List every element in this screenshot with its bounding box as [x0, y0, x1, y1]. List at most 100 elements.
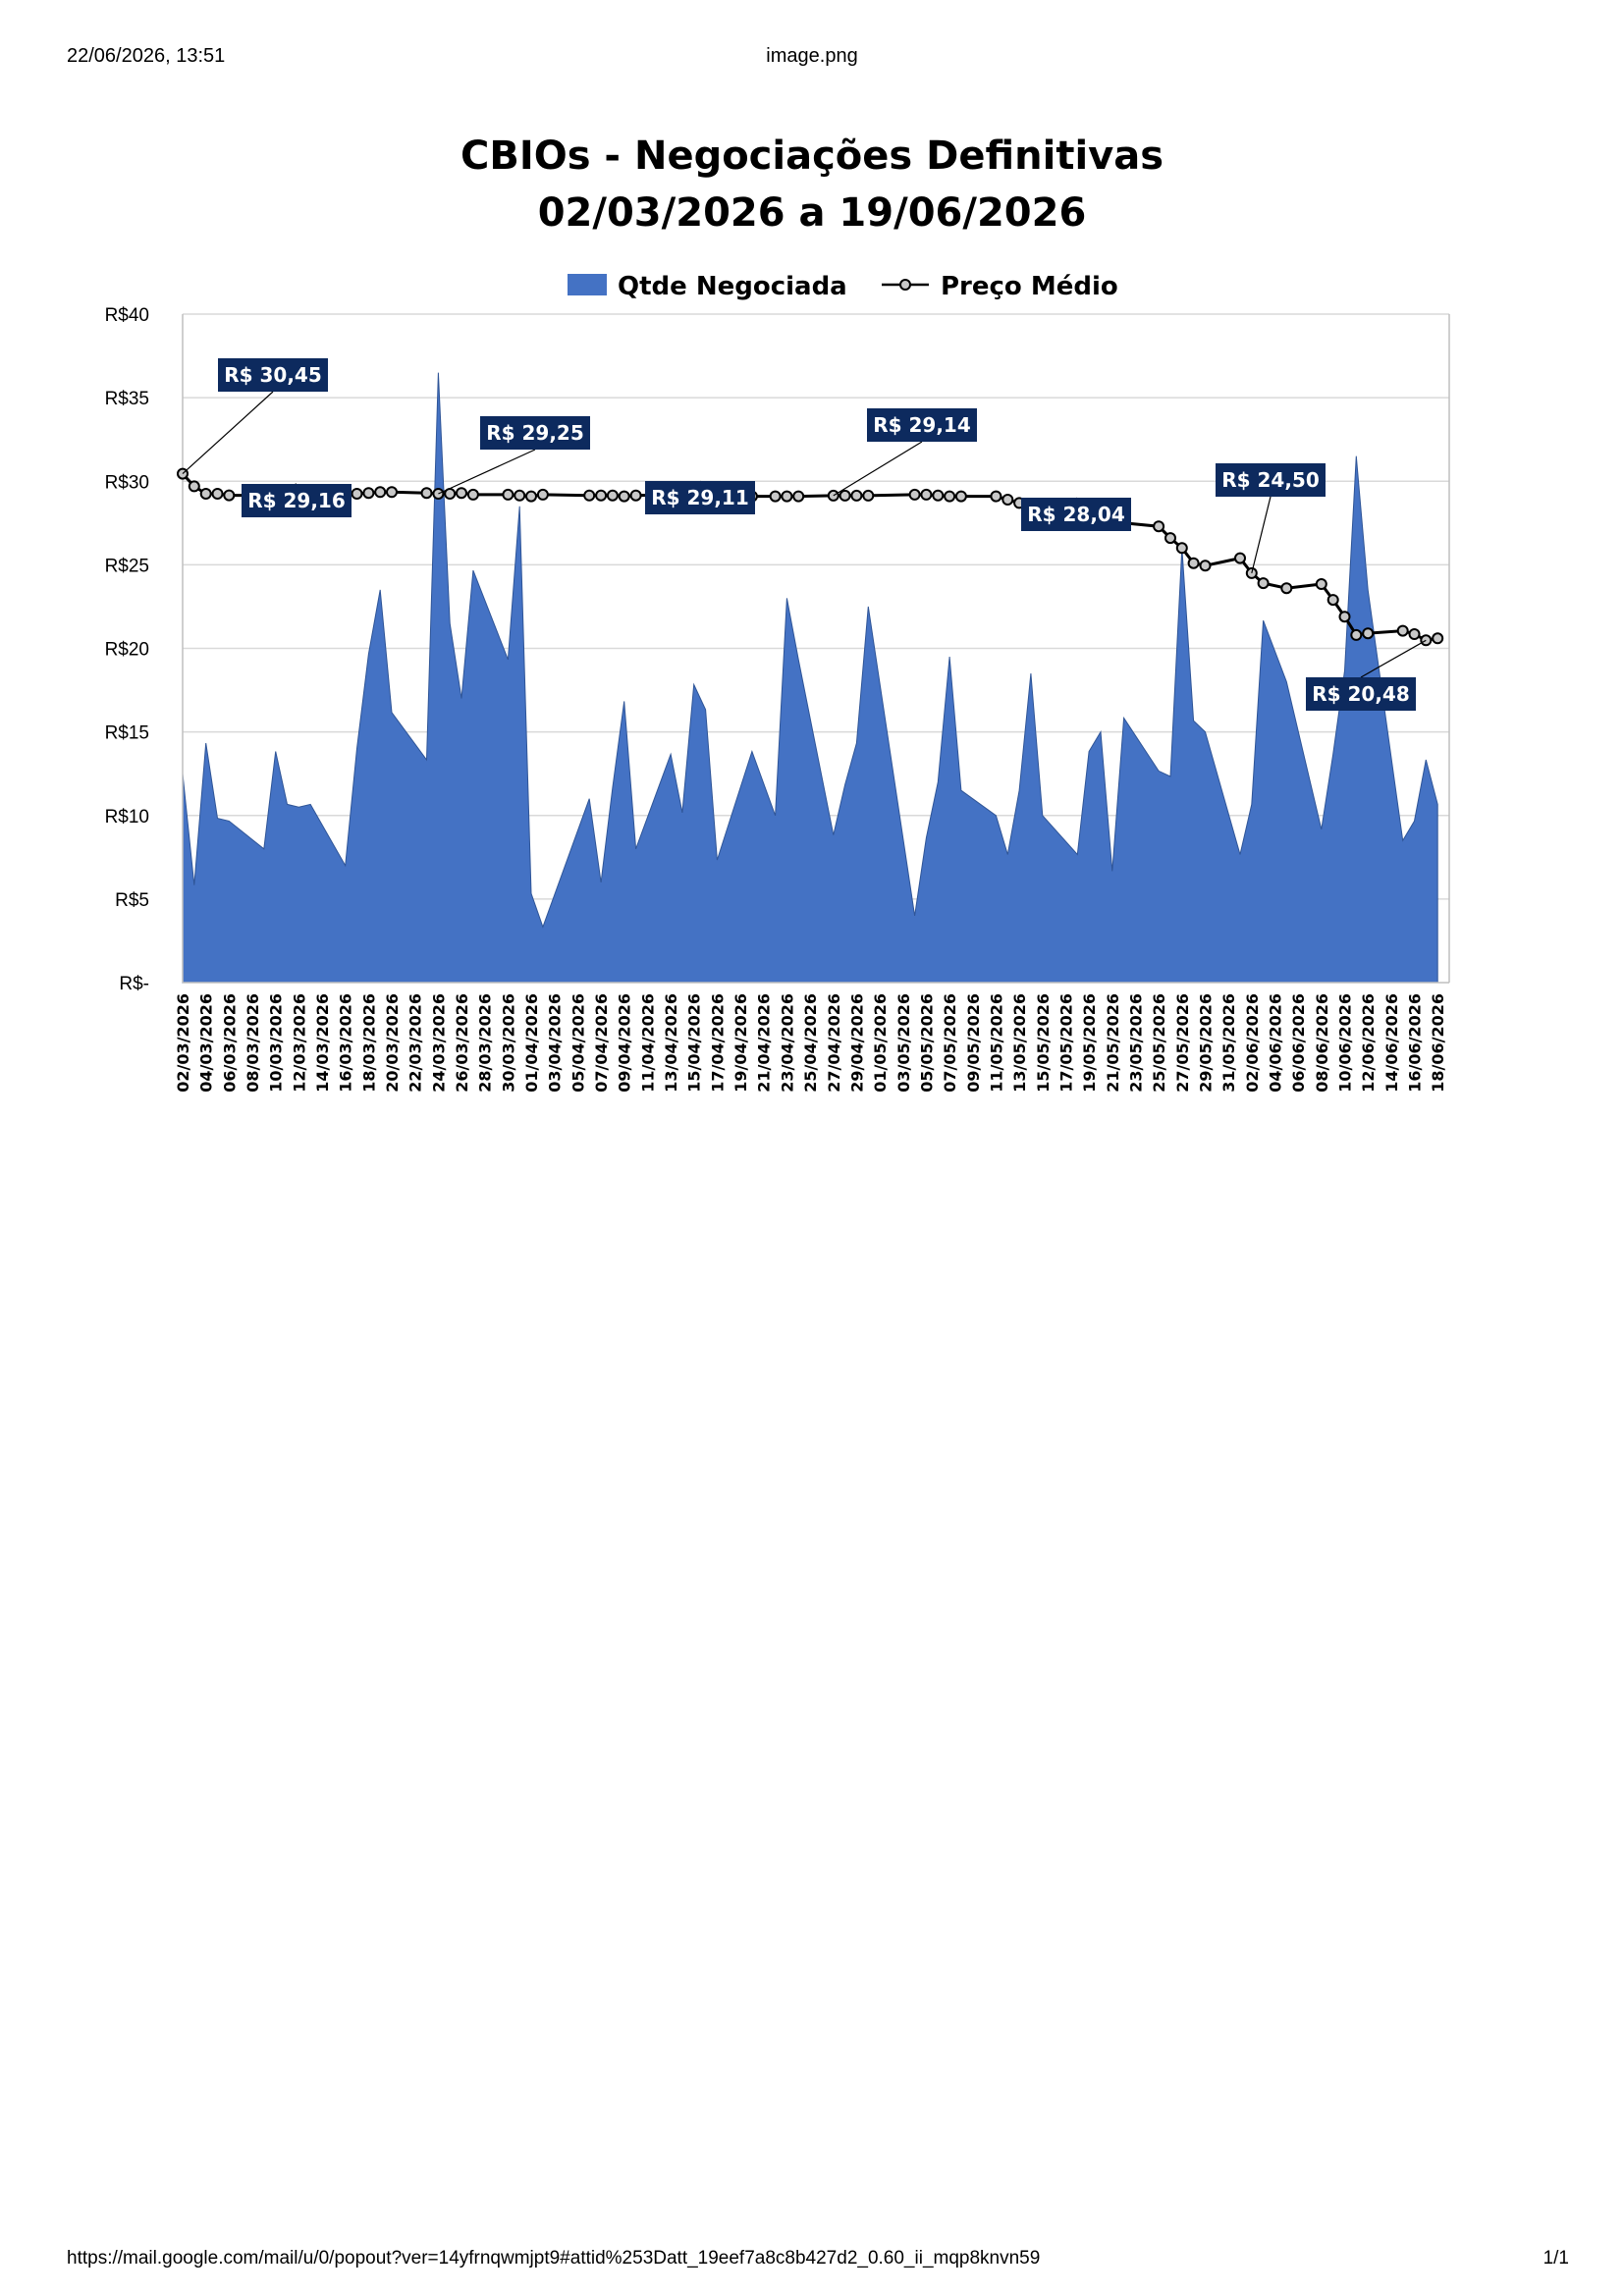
x-tick-label: 14/03/2026 — [313, 993, 332, 1093]
data-label-box — [1216, 463, 1326, 497]
price-point — [769, 490, 782, 503]
data-label-text: R$ 20,48 — [1312, 682, 1410, 706]
price-point — [1199, 560, 1212, 572]
price-point — [1326, 594, 1339, 607]
area-qtde-negociada — [182, 372, 1438, 984]
price-point — [1350, 628, 1363, 641]
y-left-tick-label: R$30 — [105, 472, 149, 493]
x-tick-label: 18/06/2026 — [1429, 993, 1447, 1093]
x-tick-label: 11/05/2026 — [987, 993, 1005, 1093]
price-point — [188, 480, 200, 493]
x-tick-label: 01/05/2026 — [871, 993, 890, 1093]
price-point — [850, 489, 863, 502]
price-point — [606, 489, 619, 502]
price-point — [420, 487, 433, 500]
y-left-tick-label: R$- — [119, 974, 149, 994]
x-tick-label: 13/05/2026 — [1010, 993, 1029, 1093]
x-tick-label: 05/05/2026 — [917, 993, 936, 1093]
y-right-tick-label: 200.000 — [1469, 863, 1537, 883]
x-tick-label: 21/05/2026 — [1104, 993, 1122, 1093]
x-tick-label: 19/05/2026 — [1080, 993, 1099, 1093]
print-page-number: 1/1 — [1543, 2248, 1569, 2269]
x-tick-label: 24/03/2026 — [429, 993, 448, 1093]
x-axis-ticks: 02/03/2026 04/03/2026 06/03/2026 08/03/2026… — [174, 993, 1447, 1093]
x-tick-label: 06/03/2026 — [220, 993, 239, 1093]
x-tick-label: 30/03/2026 — [499, 993, 517, 1093]
x-tick-label: 09/05/2026 — [964, 993, 983, 1093]
price-point — [1234, 552, 1246, 564]
x-tick-label: 07/04/2026 — [592, 993, 611, 1093]
data-label-box — [218, 358, 328, 392]
price-point — [629, 489, 642, 502]
legend-line-marker — [899, 279, 911, 291]
x-tick-label: 13/04/2026 — [662, 993, 680, 1093]
x-tick-label: 15/05/2026 — [1034, 993, 1053, 1093]
x-tick-label: 15/04/2026 — [685, 993, 704, 1093]
x-tick-label: 04/03/2026 — [197, 993, 216, 1093]
price-point — [1362, 627, 1375, 640]
y-left-tick-label: R$25 — [105, 556, 149, 576]
legend: Qtde Negociada Preço Médio — [568, 272, 1118, 301]
print-filename: image.png — [766, 45, 858, 67]
price-point — [839, 489, 851, 502]
price-point — [362, 487, 375, 500]
price-point — [862, 489, 875, 502]
y-left-tick-label: R$10 — [105, 807, 149, 828]
price-point — [908, 488, 921, 501]
x-tick-label: 08/06/2026 — [1313, 993, 1331, 1093]
x-tick-label: 29/04/2026 — [847, 993, 866, 1093]
price-point — [944, 490, 956, 503]
print-url: https://mail.google.com/mail/u/0/popout?… — [67, 2248, 1041, 2269]
data-label-text: R$ 24,50 — [1221, 468, 1320, 492]
price-point — [1187, 557, 1200, 569]
x-tick-label: 20/03/2026 — [383, 993, 402, 1093]
x-tick-label: 25/04/2026 — [801, 993, 820, 1093]
legend-line-label: Preço Médio — [941, 272, 1118, 301]
price-point — [466, 488, 479, 501]
x-tick-label: 02/03/2026 — [174, 993, 192, 1093]
x-tick-label: 19/04/2026 — [731, 993, 750, 1093]
y-left-tick-label: R$20 — [105, 640, 149, 661]
y-right-tick-label: - — [1469, 974, 1475, 994]
data-label-box — [1021, 498, 1131, 531]
axes — [182, 314, 1450, 984]
price-point — [502, 488, 514, 501]
x-tick-label: 27/05/2026 — [1173, 993, 1192, 1093]
data-label-text: R$ 29,11 — [651, 486, 749, 509]
price-point — [1280, 582, 1293, 595]
y-left-tick-label: R$5 — [115, 890, 149, 911]
x-tick-label: 22/03/2026 — [406, 993, 425, 1093]
x-tick-label: 21/04/2026 — [755, 993, 774, 1093]
data-label-leader — [833, 441, 923, 497]
price-point — [1164, 532, 1176, 545]
price-point — [1153, 520, 1165, 533]
price-point — [792, 490, 805, 503]
x-tick-label: 29/05/2026 — [1197, 993, 1216, 1093]
y-right-tick-label: 1.000.000 — [1469, 417, 1552, 438]
price-point — [211, 488, 224, 500]
legend-area-swatch — [568, 274, 607, 295]
price-point — [514, 489, 526, 502]
data-label-leader — [1360, 639, 1427, 678]
x-tick-label: 16/03/2026 — [337, 993, 355, 1093]
data-label-leader — [1251, 496, 1272, 574]
price-point — [223, 489, 236, 502]
x-tick-label: 16/06/2026 — [1406, 993, 1425, 1093]
x-tick-label: 31/05/2026 — [1219, 993, 1238, 1093]
y-right-tick-label: 400.000 — [1469, 751, 1537, 772]
y-right-tick-label: 800.000 — [1469, 528, 1537, 549]
line-preco-medio — [181, 472, 1438, 642]
price-point — [954, 490, 967, 503]
x-tick-label: 28/03/2026 — [476, 993, 495, 1093]
data-label-leader — [438, 449, 536, 495]
x-tick-label: 06/06/2026 — [1289, 993, 1308, 1093]
data-label-box — [1306, 677, 1416, 711]
legend-area-label: Qtde Negociada — [618, 272, 847, 301]
data-label-box — [867, 408, 977, 442]
x-tick-label: 08/03/2026 — [244, 993, 262, 1093]
data-label-box — [645, 481, 755, 514]
data-label-text: R$ 30,45 — [224, 363, 322, 387]
data-label-text: R$ 29,16 — [247, 489, 346, 512]
price-point — [536, 488, 549, 501]
x-tick-label: 03/04/2026 — [546, 993, 565, 1093]
